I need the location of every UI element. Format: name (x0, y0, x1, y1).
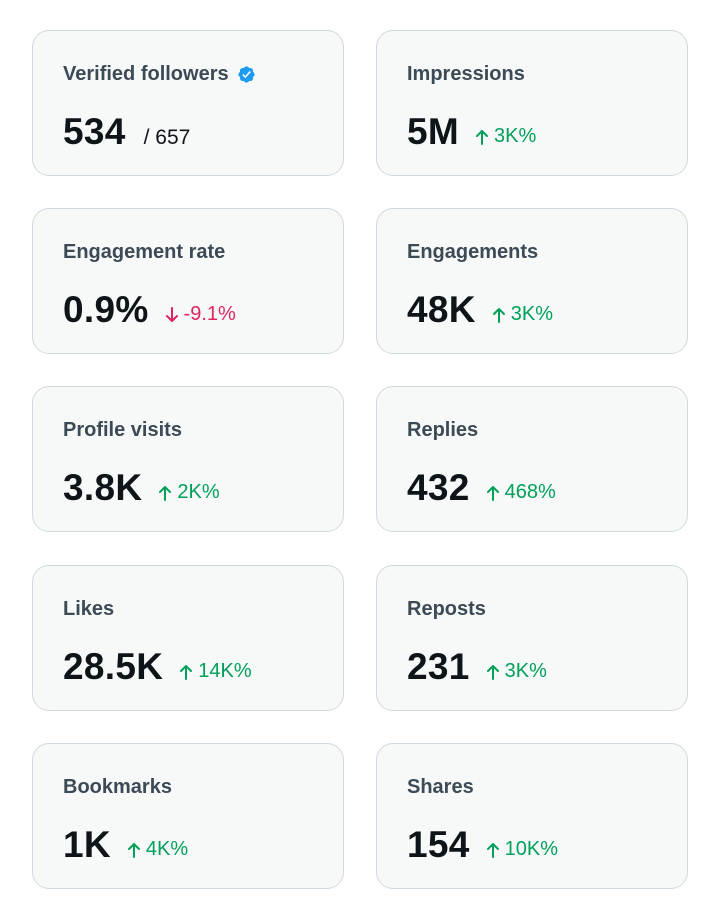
arrow-up-icon (486, 486, 499, 501)
metric-label: Profile visits (63, 419, 182, 442)
metric-label: Shares (407, 776, 474, 799)
metric-value: 48K (407, 289, 476, 330)
metric-total: / 657 (143, 126, 191, 149)
metric-label: Replies (407, 419, 478, 442)
metric-label-text: Bookmarks (63, 776, 172, 798)
metric-change-value: 14K% (198, 659, 252, 682)
metric-card-bookmarks[interactable]: Bookmarks 1K 4K% (32, 743, 344, 889)
metric-value: 534 (63, 111, 126, 152)
metric-card-reposts[interactable]: Reposts 231 3K% (376, 565, 688, 711)
metric-change: 3K% (486, 660, 547, 683)
metric-value-row: 154 10K% (407, 824, 558, 866)
metric-value-row: 432 468% (407, 467, 556, 509)
metric-change-value: 2K% (177, 480, 220, 503)
arrow-up-icon (476, 130, 488, 145)
metric-change-value: 3K% (504, 659, 547, 682)
metric-value-row: 28.5K 14K% (63, 646, 252, 688)
metric-card-replies[interactable]: Replies 432 468% (376, 386, 688, 532)
metric-value-row: 1K 4K% (63, 824, 188, 866)
metric-value: 3.8K (63, 467, 143, 508)
metric-value-row: 48K 3K% (407, 289, 553, 331)
metric-change-value: 3K% (510, 302, 554, 325)
metric-change-value: 468% (504, 480, 556, 503)
metric-value-row: 3.8K 2K% (63, 467, 220, 509)
metric-label-text: Impressions (407, 63, 525, 85)
arrow-up-icon (486, 843, 499, 858)
metric-value: 1K (63, 824, 111, 865)
metric-value-row: 231 3K% (407, 646, 547, 688)
metric-label-text: Engagement rate (63, 241, 226, 263)
metric-change: 468% (486, 481, 556, 504)
metric-card-profile-visits[interactable]: Profile visits 3.8K 2K% (32, 386, 344, 532)
metric-label-text: Likes (63, 598, 115, 620)
metric-card-engagement-rate[interactable]: Engagement rate 0.9% -9.1% (32, 208, 344, 354)
metric-card-likes[interactable]: Likes 28.5K 14K% (32, 565, 344, 711)
metric-label-text: Replies (407, 419, 479, 441)
metric-value: 0.9% (63, 289, 149, 330)
arrow-up-icon (180, 665, 193, 680)
metric-label-text: Reposts (407, 598, 486, 620)
metric-label: Engagements (407, 241, 538, 264)
metric-value: 5M (407, 111, 459, 152)
verified-badge-icon (237, 66, 255, 83)
arrow-up-icon (159, 486, 172, 501)
metric-value-row: 534 / 657 (63, 111, 190, 153)
metric-label-text: Verified followers (63, 63, 229, 85)
metric-card-verified-followers[interactable]: Verified followers 534 / 657 (32, 30, 344, 176)
metric-label: Engagement rate (63, 241, 225, 264)
metric-label-text: Profile visits (63, 419, 182, 441)
metric-value: 432 (407, 467, 470, 508)
metric-change-value: 3K% (494, 124, 537, 147)
arrow-down-icon (165, 307, 178, 322)
metric-label: Verified followers (63, 63, 256, 86)
metric-change: 3K% (475, 125, 536, 148)
metric-change-value: 4K% (145, 837, 189, 860)
metric-change: -9.1% (165, 303, 236, 326)
metric-change: 10K% (486, 838, 558, 861)
metric-label: Impressions (407, 63, 525, 86)
metric-value: 231 (407, 646, 470, 687)
arrow-up-icon (127, 843, 140, 858)
metric-change-value: 10K% (504, 837, 559, 860)
metric-change: 14K% (179, 659, 252, 683)
metric-change: 3K% (492, 303, 553, 326)
metric-label-text: Shares (407, 776, 474, 798)
metric-value-row: 5M 3K% (407, 111, 536, 153)
metric-label-text: Engagements (407, 241, 539, 263)
metric-card-impressions[interactable]: Impressions 5M 3K% (376, 30, 688, 176)
metric-value: 28.5K (63, 646, 164, 687)
metric-change: 4K% (127, 838, 188, 861)
metric-value-row: 0.9% -9.1% (63, 289, 236, 331)
metric-card-shares[interactable]: Shares 154 10K% (376, 743, 688, 889)
arrow-up-icon (492, 308, 505, 323)
metric-value: 154 (407, 824, 470, 865)
metric-change-value: -9.1% (183, 302, 236, 325)
metric-label: Bookmarks (63, 776, 172, 799)
metric-change: 2K% (158, 480, 220, 504)
metric-card-engagements[interactable]: Engagements 48K 3K% (376, 208, 688, 354)
metric-label: Likes (63, 598, 114, 621)
metric-label: Reposts (407, 598, 486, 621)
arrow-up-icon (486, 665, 499, 680)
